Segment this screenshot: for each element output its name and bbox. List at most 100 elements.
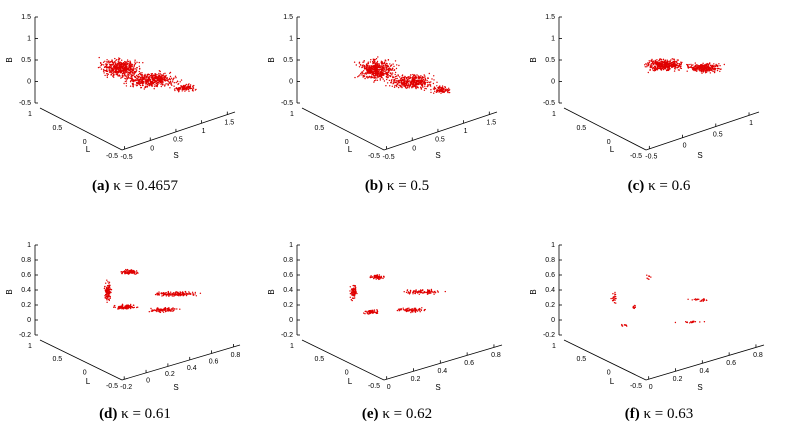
point [110, 67, 112, 70]
point [665, 67, 667, 69]
b-tick-label: -0.5 [19, 100, 31, 107]
point [414, 76, 416, 78]
s-tick-label: 1 [464, 128, 468, 135]
point [410, 310, 413, 312]
point [148, 84, 150, 86]
point [407, 291, 410, 293]
point [675, 61, 678, 63]
point [367, 70, 369, 72]
point [395, 67, 398, 70]
s-tick-label: 0 [649, 384, 653, 391]
point [172, 293, 174, 296]
point [401, 75, 403, 77]
point [434, 292, 437, 294]
point [110, 61, 112, 63]
point [98, 56, 100, 59]
point [136, 82, 138, 85]
point [419, 83, 421, 85]
point [689, 322, 691, 324]
point [107, 293, 110, 295]
point [419, 311, 421, 313]
point [366, 63, 368, 65]
s-tick-label: 0.6 [464, 360, 474, 367]
caption-label: (d) [99, 406, 117, 422]
point [381, 77, 383, 79]
point [161, 295, 163, 297]
s-tick-label: 0.6 [726, 360, 736, 367]
l-tick-label: 0.5 [314, 356, 324, 363]
point [661, 62, 663, 65]
l-tick-label: 1 [552, 343, 556, 350]
point [162, 292, 165, 294]
s-tick-label: 1 [749, 120, 753, 127]
point [372, 311, 374, 314]
point [106, 298, 108, 300]
point [134, 59, 136, 61]
point [133, 84, 135, 86]
point [122, 270, 125, 273]
point [169, 75, 172, 78]
point [367, 310, 370, 313]
point [123, 306, 125, 308]
point [191, 291, 194, 293]
point [394, 81, 396, 84]
b-tick-label: 0.2 [21, 302, 31, 309]
l-axis [563, 339, 647, 381]
point [705, 70, 707, 72]
point [124, 71, 127, 73]
point [644, 64, 646, 66]
point [648, 278, 650, 280]
point [162, 73, 165, 75]
point [386, 74, 388, 76]
point [188, 86, 190, 88]
point [432, 82, 435, 85]
point [132, 271, 134, 274]
s-tick-label: -0.5 [383, 154, 395, 161]
point [391, 69, 393, 71]
point [420, 75, 422, 77]
point [389, 67, 391, 70]
point [382, 78, 384, 80]
point [429, 84, 432, 86]
l-tick-label: 0 [83, 139, 87, 146]
point [164, 292, 166, 294]
point [656, 66, 658, 69]
point [164, 307, 166, 310]
point [402, 84, 404, 86]
point [145, 79, 147, 81]
point [353, 290, 355, 293]
point [713, 68, 716, 70]
point [657, 67, 659, 70]
point [694, 65, 696, 68]
point [188, 90, 190, 92]
point [126, 59, 129, 61]
point [652, 69, 654, 72]
point [376, 60, 379, 63]
point [416, 84, 418, 86]
point [408, 309, 410, 311]
b-tick-label: 0 [289, 317, 293, 324]
point [361, 71, 363, 73]
point [614, 299, 616, 301]
point [634, 306, 636, 309]
point [127, 271, 129, 273]
point [116, 74, 119, 76]
point [387, 68, 389, 71]
b-tick-label: 1 [551, 35, 555, 42]
point [188, 83, 190, 85]
point [106, 286, 108, 288]
point [710, 69, 712, 71]
point [177, 83, 179, 85]
point [139, 74, 142, 76]
point [189, 84, 192, 86]
point [157, 75, 160, 78]
point [659, 62, 661, 65]
point [412, 293, 414, 295]
point [393, 81, 395, 83]
point [195, 295, 197, 297]
point [393, 86, 396, 89]
point [651, 58, 653, 61]
point [165, 308, 167, 310]
point [443, 91, 445, 94]
point [158, 82, 160, 84]
